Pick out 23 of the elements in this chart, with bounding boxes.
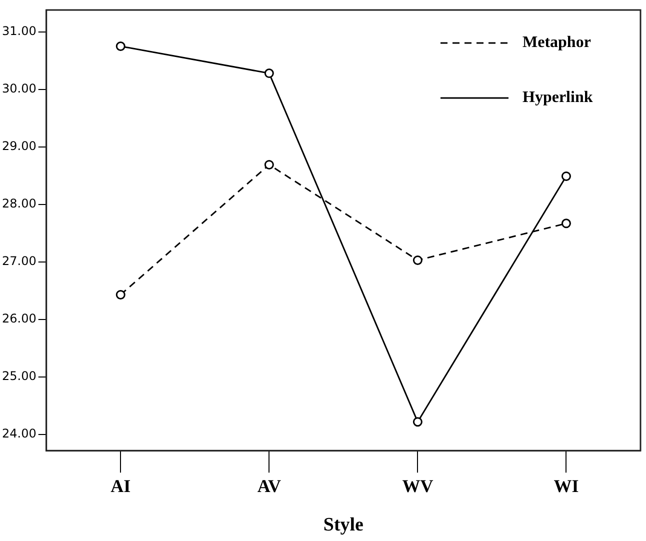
y-tick-label: 27.00 [2, 254, 36, 268]
legend-label: Metaphor [522, 34, 591, 52]
x-tick-label: AV [257, 476, 281, 496]
point [561, 218, 571, 228]
x-tick-label: WI [554, 476, 579, 496]
point [116, 41, 126, 51]
y-tick-label: 31.00 [2, 24, 36, 38]
y-tick-label: 30.00 [2, 82, 36, 96]
point [264, 68, 274, 78]
point [412, 417, 422, 427]
legend-label: Hyperlink [522, 89, 593, 106]
y-tick-label: 29.00 [2, 139, 36, 154]
y-tick-label: 28.00 [2, 196, 36, 211]
y-tick-label: 26.00 [2, 312, 36, 326]
x-tick-label: WV [402, 476, 434, 496]
x-axis-title: Style [323, 514, 364, 536]
point [116, 290, 126, 300]
y-tick-label: 24.00 [2, 426, 36, 441]
point [264, 160, 274, 170]
point [412, 255, 422, 265]
y-tick-label: 25.00 [2, 369, 36, 384]
x-tick-label: AI [110, 476, 131, 496]
point [561, 171, 571, 181]
